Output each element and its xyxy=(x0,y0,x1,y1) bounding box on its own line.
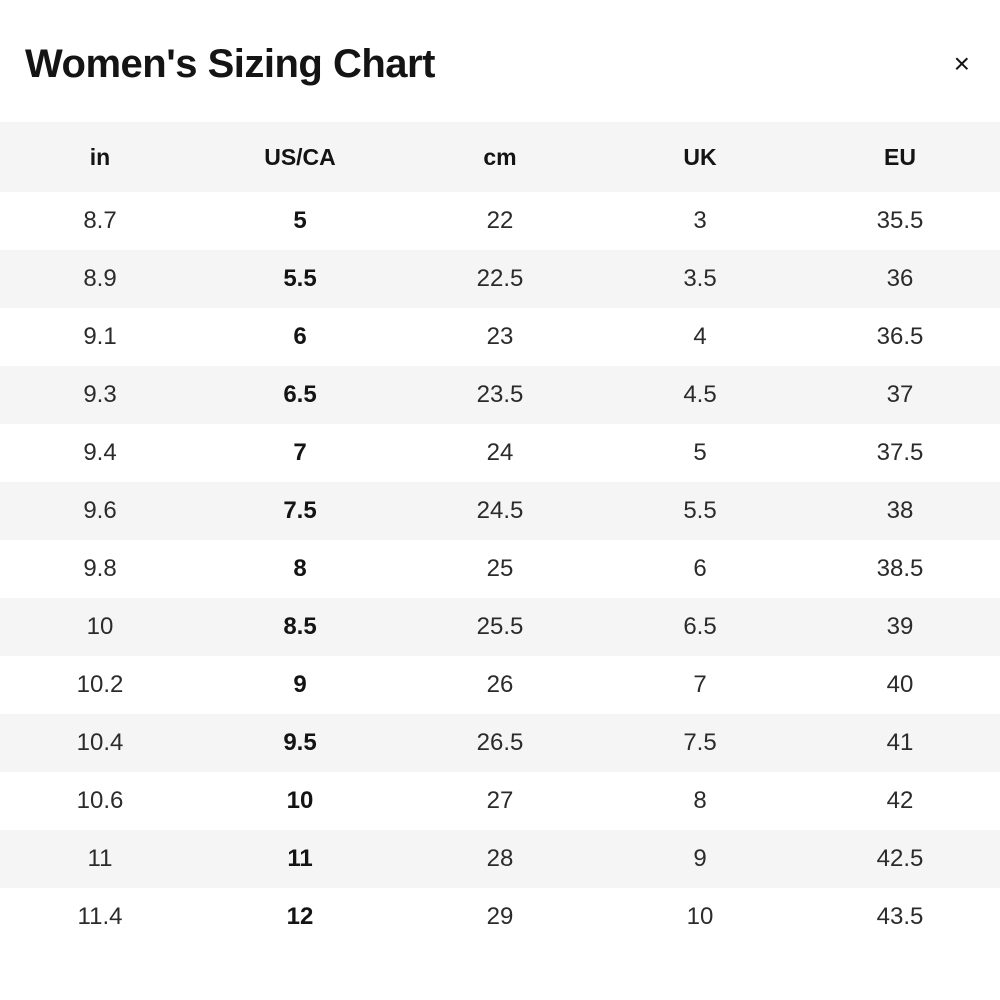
table-cell: 36.5 xyxy=(876,323,924,350)
column-header-uk: UK xyxy=(600,122,800,192)
table-cell: 38 xyxy=(886,497,914,524)
table-cell: 10.2 xyxy=(76,671,124,698)
table-row: 10.4 9.5 26.5 7.5 41 xyxy=(0,714,1000,772)
table-cell: 4 xyxy=(693,323,707,350)
table-cell: 10.6 xyxy=(76,787,124,814)
table-cell: 26 xyxy=(486,671,514,698)
table-cell: 42 xyxy=(886,787,914,814)
table-cell: 6 xyxy=(693,555,707,582)
modal-header: Women's Sizing Chart × xyxy=(0,0,1000,122)
table-cell: 11 xyxy=(87,845,113,872)
table-header: in US/CA cm UK EU xyxy=(0,122,1000,192)
table-row: 10 8.5 25.5 6.5 39 xyxy=(0,598,1000,656)
header-row: in US/CA cm UK EU xyxy=(0,122,1000,192)
table-cell: 26.5 xyxy=(476,729,524,756)
table-cell: 5 xyxy=(293,207,307,234)
table-cell: 7.5 xyxy=(283,497,317,524)
table-cell: 36 xyxy=(886,265,914,292)
table-cell: 5.5 xyxy=(683,497,717,524)
table-cell: 5.5 xyxy=(283,265,317,292)
column-header-in: in xyxy=(0,122,200,192)
table-cell: 6 xyxy=(293,323,307,350)
close-button[interactable]: × xyxy=(954,50,970,78)
table-cell: 37 xyxy=(886,381,914,408)
table-row: 9.6 7.5 24.5 5.5 38 xyxy=(0,482,1000,540)
table-cell: 42.5 xyxy=(876,845,924,872)
table-cell: 8 xyxy=(693,787,707,814)
close-icon: × xyxy=(953,48,970,79)
table-cell: 39 xyxy=(886,613,914,640)
table-row: 10.6 10 27 8 42 xyxy=(0,772,1000,830)
table-row: 8.7 5 22 3 35.5 xyxy=(0,192,1000,250)
table-cell: 35.5 xyxy=(876,207,924,234)
table-cell: 6.5 xyxy=(683,613,717,640)
table-cell: 40 xyxy=(886,671,914,698)
table-cell: 23.5 xyxy=(476,381,524,408)
table-cell: 27 xyxy=(486,787,514,814)
table-cell: 3 xyxy=(693,207,707,234)
table-cell: 43.5 xyxy=(876,903,924,930)
table-row: 11 11 28 9 42.5 xyxy=(0,830,1000,888)
table-cell: 7.5 xyxy=(683,729,717,756)
table-cell: 28 xyxy=(486,845,514,872)
table-cell: 3.5 xyxy=(683,265,717,292)
table-body: 8.7 5 22 3 35.5 8.9 5.5 22.5 3.5 36 9.1 6 23 4 36.5 9.3… xyxy=(0,192,1000,946)
table-cell: 8.5 xyxy=(283,613,317,640)
table-cell: 9 xyxy=(293,671,307,698)
table-cell: 8 xyxy=(293,555,307,582)
column-header-eu: EU xyxy=(800,122,1000,192)
table-cell: 9 xyxy=(693,845,707,872)
table-cell: 11 xyxy=(287,845,313,872)
table-cell: 25 xyxy=(486,555,514,582)
table-cell: 5 xyxy=(693,439,707,466)
table-cell: 22 xyxy=(486,207,514,234)
modal-title: Women's Sizing Chart xyxy=(25,41,435,86)
table-cell: 9.1 xyxy=(83,323,117,350)
table-cell: 8.7 xyxy=(83,207,117,234)
table-row: 9.1 6 23 4 36.5 xyxy=(0,308,1000,366)
table-cell: 11.4 xyxy=(77,903,123,930)
table-cell: 10.4 xyxy=(76,729,124,756)
table-cell: 10 xyxy=(686,903,714,930)
table-cell: 29 xyxy=(486,903,514,930)
table-cell: 9.4 xyxy=(83,439,117,466)
table-cell: 4.5 xyxy=(683,381,717,408)
table-cell: 10 xyxy=(286,787,314,814)
table-cell: 37.5 xyxy=(876,439,924,466)
table-row: 9.4 7 24 5 37.5 xyxy=(0,424,1000,482)
table-cell: 12 xyxy=(286,903,314,930)
table-cell: 9.6 xyxy=(83,497,117,524)
column-header-usca: US/CA xyxy=(200,122,400,192)
table-cell: 7 xyxy=(293,439,307,466)
table-row: 8.9 5.5 22.5 3.5 36 xyxy=(0,250,1000,308)
table-row: 9.8 8 25 6 38.5 xyxy=(0,540,1000,598)
table-cell: 25.5 xyxy=(476,613,524,640)
sizing-table: in US/CA cm UK EU 8.7 5 22 3 35.5 8.9 5.5 22.5 3… xyxy=(0,122,1000,946)
table-cell: 24.5 xyxy=(476,497,524,524)
table-row: 10.2 9 26 7 40 xyxy=(0,656,1000,714)
table-cell: 24 xyxy=(486,439,514,466)
table-cell: 23 xyxy=(486,323,514,350)
column-header-cm: cm xyxy=(400,122,600,192)
table-cell: 41 xyxy=(886,729,914,756)
table-cell: 9.8 xyxy=(83,555,117,582)
table-cell: 7 xyxy=(693,671,707,698)
table-row: 11.4 12 29 10 43.5 xyxy=(0,888,1000,946)
table-cell: 8.9 xyxy=(83,265,117,292)
table-cell: 9.3 xyxy=(83,381,117,408)
table-cell: 6.5 xyxy=(283,381,317,408)
table-cell: 38.5 xyxy=(876,555,924,582)
table-row: 9.3 6.5 23.5 4.5 37 xyxy=(0,366,1000,424)
table-cell: 10 xyxy=(86,613,114,640)
table-cell: 9.5 xyxy=(283,729,317,756)
table-cell: 22.5 xyxy=(476,265,524,292)
